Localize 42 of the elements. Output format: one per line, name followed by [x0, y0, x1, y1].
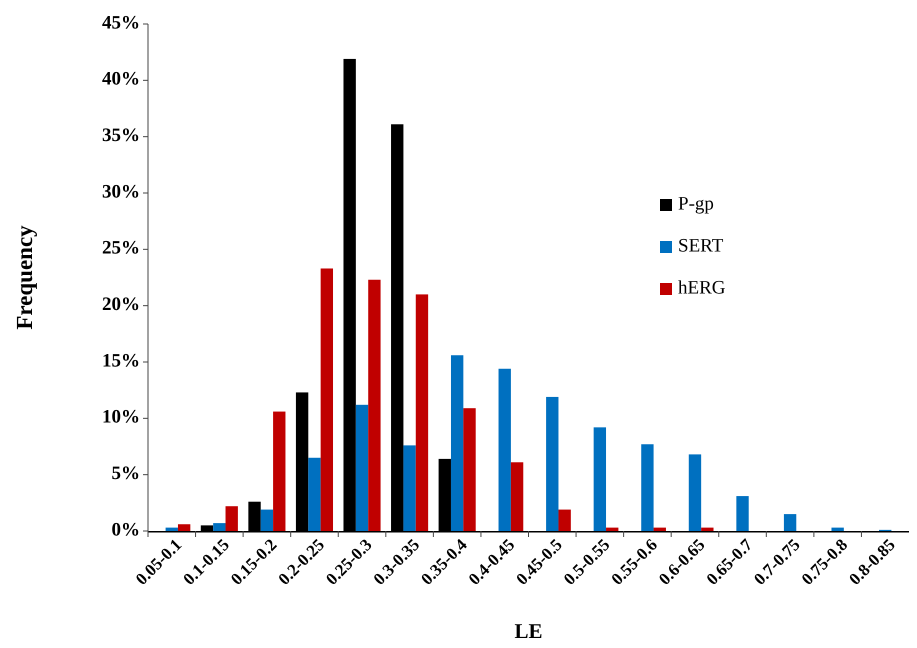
bar — [368, 280, 381, 531]
bar — [510, 462, 524, 531]
bar — [166, 528, 178, 531]
bar — [606, 528, 618, 531]
bar — [416, 294, 428, 531]
legend-label: hERG — [678, 277, 726, 298]
bar — [273, 412, 286, 531]
bar — [450, 355, 464, 531]
y-tick-label: 45% — [102, 12, 140, 34]
legend-label: P-gp — [678, 193, 714, 214]
y-tick-label: 30% — [102, 181, 140, 202]
y-tick-label: 0% — [112, 519, 140, 540]
bar — [558, 510, 571, 531]
legend-label: SERT — [678, 235, 724, 256]
y-tick-label: 25% — [102, 238, 140, 259]
y-tick-label: 15% — [102, 350, 140, 372]
bar — [701, 528, 714, 531]
bar — [320, 268, 334, 531]
bar — [784, 514, 796, 531]
bar — [736, 496, 749, 531]
bar — [308, 458, 321, 531]
bar — [463, 408, 476, 531]
bar — [831, 528, 844, 531]
bar — [654, 528, 666, 531]
bar — [594, 427, 606, 531]
y-tick-label: 5% — [112, 463, 140, 484]
bar — [356, 404, 368, 531]
bar — [641, 444, 654, 531]
y-tick-label: 20% — [102, 294, 140, 316]
y-axis-title: Frequency — [12, 224, 37, 330]
bar — [498, 368, 511, 531]
bar — [213, 523, 226, 531]
bar — [688, 454, 702, 531]
y-tick-label: 10% — [102, 406, 140, 428]
bar — [403, 445, 416, 531]
x-axis-title: LE — [514, 619, 543, 643]
bar — [260, 510, 274, 531]
bar — [546, 396, 558, 531]
bar — [178, 524, 190, 531]
bar — [226, 506, 238, 531]
y-tick-label: 35% — [102, 125, 140, 146]
y-tick-label: 40% — [102, 68, 140, 90]
